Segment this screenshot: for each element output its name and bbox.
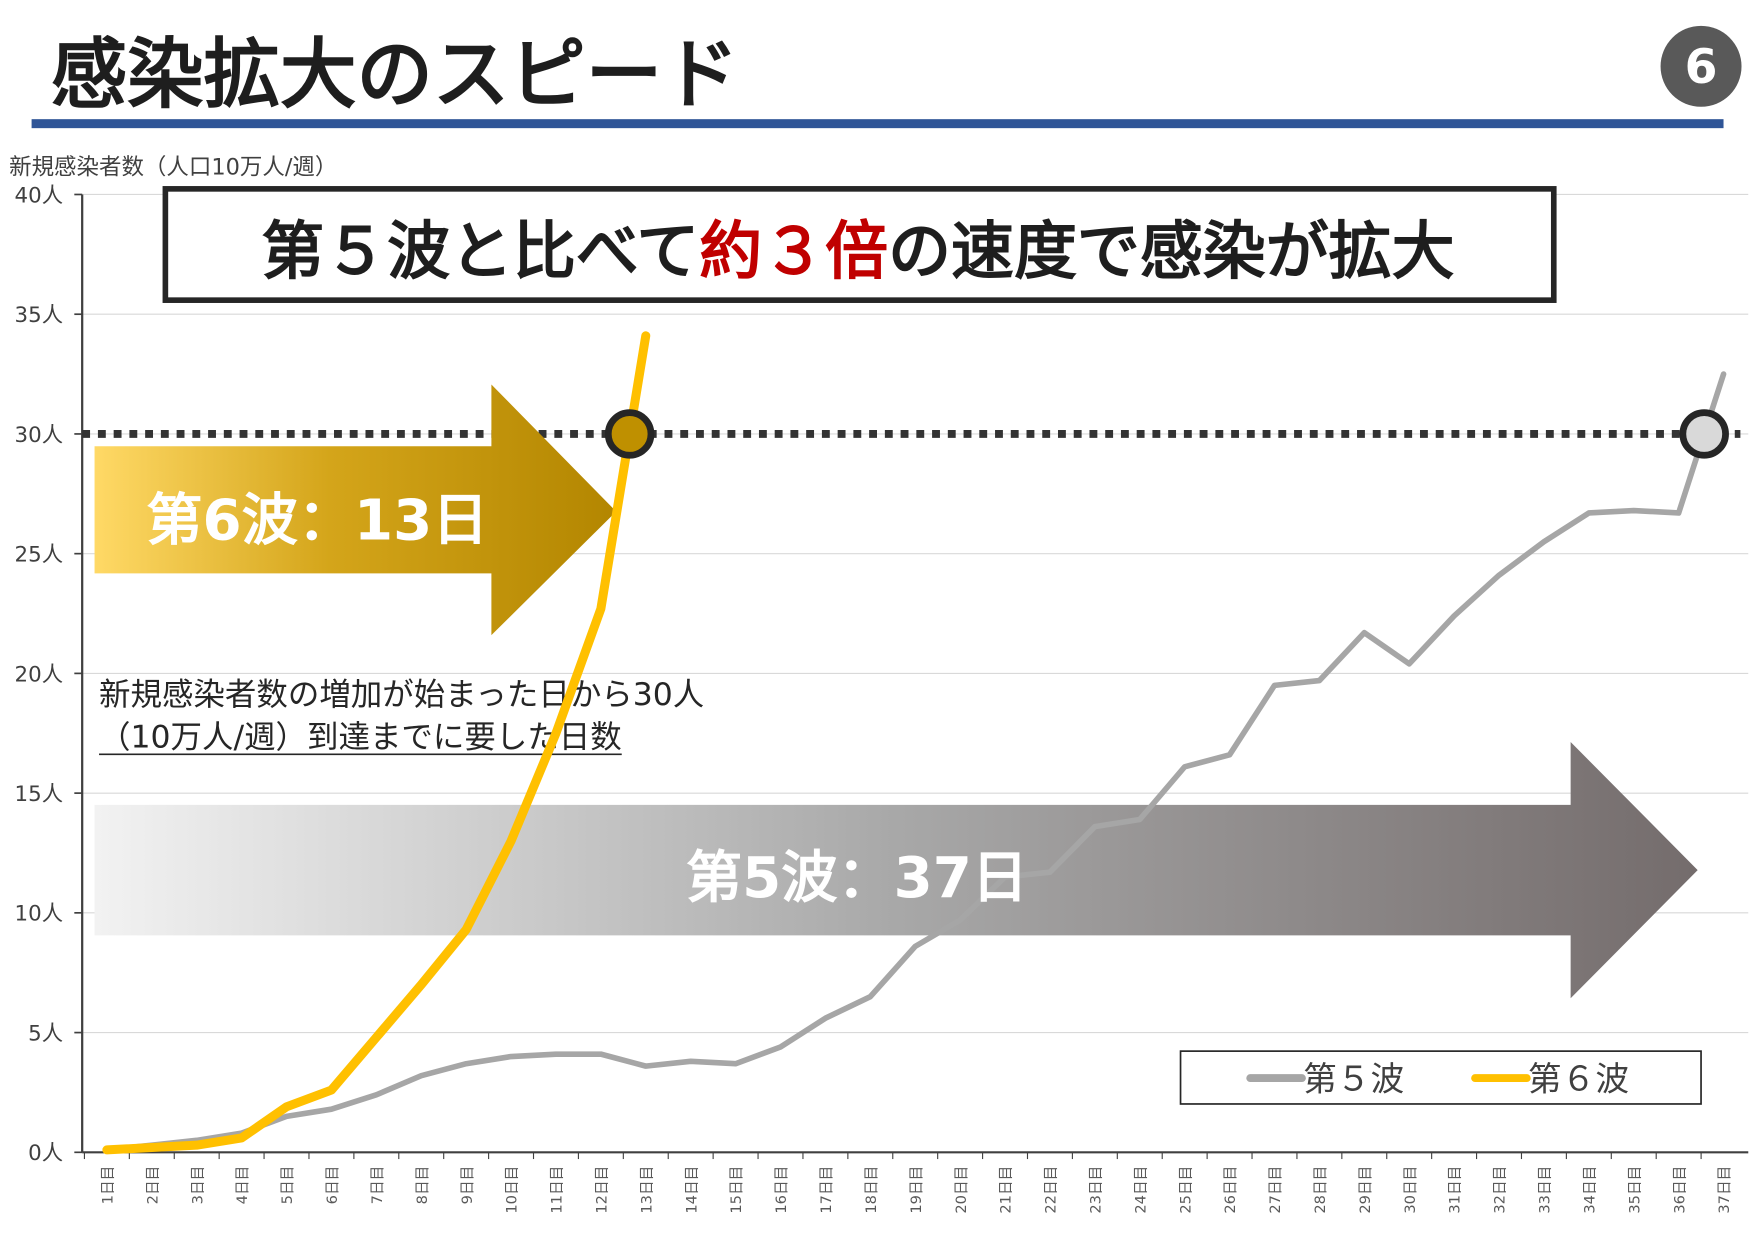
x-tick-label: 15日目	[728, 1166, 745, 1214]
series-line	[102, 331, 651, 1155]
note-line: 新規感染者数の増加が始まった日から30人	[99, 677, 704, 713]
plot: 0人 5人 10人 15人 20人 25人 30人 35人 40人 1日目 2日目 3日目 4日目 5日目…	[15, 183, 1749, 1214]
x-tick-label: 29日目	[1357, 1166, 1374, 1214]
note-line: （10万人/週）到達までに要した日数	[99, 720, 622, 756]
x-tick-label: 31日目	[1447, 1166, 1464, 1214]
headline-part: 第５波と比べて	[261, 215, 699, 288]
x-tick-label: 2日目	[144, 1166, 161, 1205]
x-tick-label: 25日目	[1177, 1166, 1194, 1214]
x-tick-label: 32日目	[1492, 1166, 1509, 1214]
x-tick-label: 4日目	[234, 1166, 251, 1205]
x-tick-label: 16日目	[773, 1166, 790, 1214]
x-tick-label: 5日目	[279, 1166, 296, 1205]
x-tick-label: 30日目	[1402, 1166, 1419, 1214]
x-tick-label: 12日目	[593, 1166, 610, 1214]
x-tick-label: 19日目	[908, 1166, 925, 1214]
x-tick-label: 27日目	[1267, 1166, 1284, 1214]
x-tick-label: 10日目	[504, 1166, 521, 1214]
x-tick-label: 8日目	[414, 1166, 431, 1205]
slide-title: 感染拡大のスピード	[51, 31, 739, 120]
arrow-wave6	[94, 384, 617, 636]
x-tick-label: 1日目	[100, 1166, 117, 1205]
legend-label: 第６波	[1528, 1059, 1629, 1098]
x-tick-label: 28日目	[1312, 1166, 1329, 1214]
x-tick-label: 22日目	[1043, 1166, 1060, 1214]
threshold-marker	[1679, 409, 1729, 459]
x-tick-label: 17日目	[818, 1166, 835, 1214]
arrow-wave5	[94, 741, 1698, 999]
x-tick-label: 23日目	[1087, 1166, 1104, 1214]
y-tick-label: 5人	[28, 1021, 63, 1046]
x-tick-label: 26日目	[1222, 1166, 1239, 1214]
x-tick-label: 9日目	[459, 1166, 476, 1205]
y-tick-label: 20人	[15, 662, 64, 687]
series-line	[104, 371, 1727, 1153]
x-tick-label: 24日目	[1132, 1166, 1149, 1214]
title-rule	[31, 119, 1724, 129]
page-number: 6	[1685, 40, 1718, 95]
x-tick-label: 14日目	[683, 1166, 700, 1214]
x-tick-label: 11日目	[549, 1166, 566, 1214]
x-tick-label: 35日目	[1626, 1166, 1643, 1214]
y-tick-label: 10人	[15, 902, 64, 927]
x-tick-label: 34日目	[1581, 1166, 1598, 1214]
headline-box	[162, 186, 1557, 303]
x-tick-label: 20日目	[953, 1166, 970, 1214]
legend-label: 第５波	[1303, 1059, 1404, 1098]
y-tick-label: 35人	[15, 303, 64, 328]
x-tick-label: 37日目	[1716, 1166, 1733, 1214]
threshold-marker	[604, 409, 655, 459]
x-tick-label: 18日目	[863, 1166, 880, 1214]
headline-part: 約３倍	[699, 215, 888, 288]
x-tick-label: 21日目	[998, 1166, 1015, 1214]
annotation: 第5波：37日	[686, 846, 1028, 911]
x-tick-label: 33日目	[1537, 1166, 1554, 1214]
y-tick-label: 0人	[28, 1141, 63, 1166]
page-badge	[1660, 25, 1742, 107]
y-tick-label: 25人	[15, 543, 64, 568]
x-tick-label: 36日目	[1671, 1166, 1688, 1214]
x-tick-label: 7日目	[369, 1166, 386, 1205]
y-tick-label: 40人	[15, 183, 64, 208]
x-tick-label: 3日目	[189, 1166, 206, 1205]
x-tick-label: 6日目	[324, 1166, 341, 1205]
annotation: 第6波：13日	[146, 489, 488, 554]
headline-part: の速度で感染が拡大	[888, 215, 1455, 288]
x-tick-label: 13日目	[638, 1166, 655, 1214]
headline: 第５波と比べて約３倍の速度で感染が拡大	[261, 215, 1454, 288]
y-tick-label: 30人	[15, 423, 64, 448]
y-tick-label: 15人	[15, 782, 64, 807]
y-axis-title: 新規感染者数（人口10万人/週）	[9, 154, 337, 180]
